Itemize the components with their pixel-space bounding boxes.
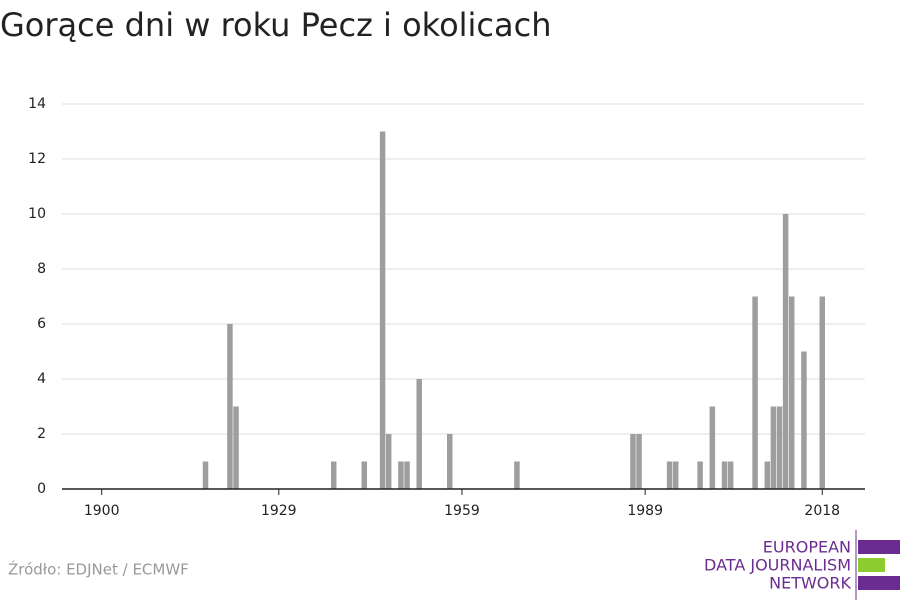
bar: [636, 434, 642, 489]
bar: [379, 131, 386, 489]
logo-text: NETWORK: [769, 574, 851, 593]
bar: [672, 461, 679, 489]
bar: [697, 461, 703, 489]
y-tick-label: 4: [37, 371, 46, 387]
chart-title: Gorące dni w roku Pecz i okolicach: [0, 6, 552, 44]
bar: [721, 461, 728, 489]
y-tick-label: 12: [28, 151, 46, 167]
logo-text: EUROPEAN: [763, 538, 851, 557]
bar: [776, 406, 783, 489]
bar: [764, 461, 771, 489]
bar: [752, 296, 758, 489]
logo-text: DATA JOURNALISM: [704, 556, 851, 575]
bar: [361, 461, 368, 489]
logo-bar: [858, 576, 900, 590]
bar: [416, 379, 422, 489]
y-tick-label: 8: [37, 261, 46, 277]
bar: [819, 296, 826, 489]
x-tick-label: 1959: [444, 503, 480, 519]
y-tick-label: 6: [37, 316, 46, 332]
bar: [727, 461, 734, 489]
source: Źródło: EDJNet / ECMWF: [8, 560, 189, 579]
bar: [398, 461, 404, 489]
bar: [788, 296, 795, 489]
x-tick-label: 2018: [804, 503, 840, 519]
bar: [630, 434, 636, 489]
y-tick-label: 0: [37, 481, 46, 497]
bar: [202, 461, 209, 489]
bar: [330, 461, 337, 489]
x-tick-label: 1989: [627, 503, 663, 519]
logo-bar: [858, 540, 900, 554]
bar: [782, 214, 789, 489]
bar: [385, 434, 392, 489]
logo-bar: [858, 558, 885, 572]
y-tick-label: 2: [37, 426, 46, 442]
y-tick-label: 10: [28, 206, 46, 222]
bar: [801, 351, 807, 489]
x-tick-label: 1929: [261, 503, 297, 519]
bar: [227, 324, 233, 489]
x-tick-label: 1900: [84, 503, 120, 519]
bar: [404, 461, 410, 489]
y-tick-label: 14: [28, 96, 46, 112]
bar: [666, 461, 673, 489]
bar: [770, 406, 777, 489]
bar: [709, 406, 716, 489]
bar: [233, 406, 239, 489]
bar: [514, 461, 520, 489]
bar: [447, 434, 453, 489]
